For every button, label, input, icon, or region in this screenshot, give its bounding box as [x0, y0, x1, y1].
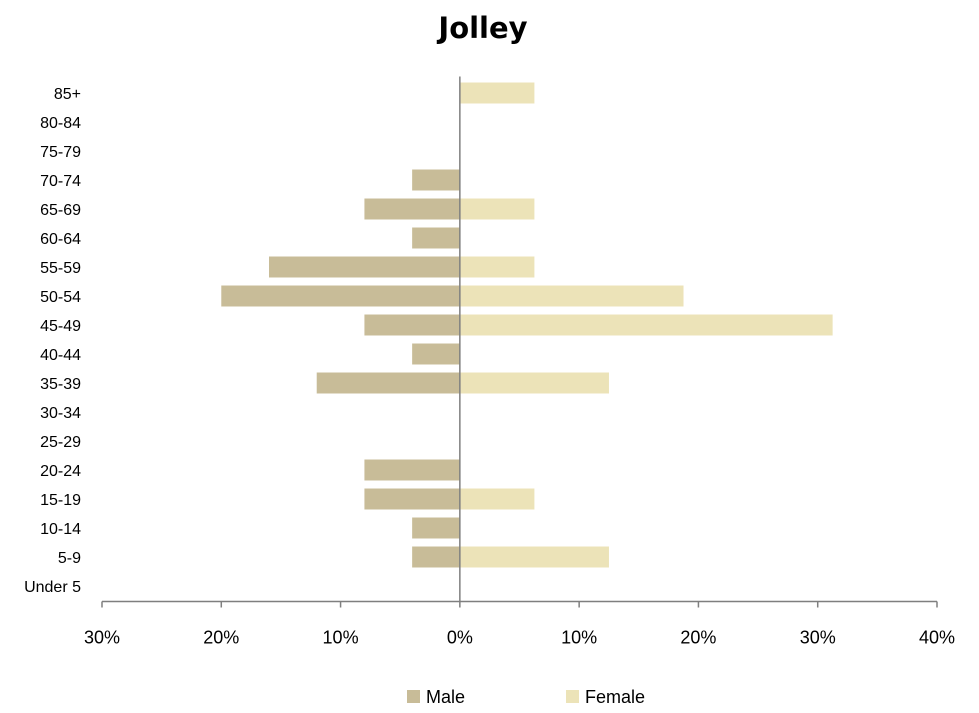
bars-layer [221, 82, 833, 568]
bar-male-10-14 [412, 517, 460, 539]
category-label: 85+ [54, 86, 81, 103]
category-label: 15-19 [40, 492, 81, 509]
bar-female-35-39 [459, 372, 609, 394]
bar-male-65-69 [364, 198, 460, 220]
bar-male-55-59 [269, 256, 460, 278]
legend: Male Female [407, 687, 645, 707]
category-label: 80-84 [40, 115, 81, 132]
category-label: 25-29 [40, 434, 81, 451]
x-tick-label: 30% [800, 628, 836, 648]
bar-male-60-64 [412, 227, 460, 249]
legend-swatch-male [407, 690, 420, 703]
category-label: 30-34 [40, 405, 81, 422]
category-label: 10-14 [40, 521, 81, 538]
bar-female-55-59 [459, 256, 535, 278]
chart-title: Jolley [436, 11, 527, 45]
category-label: 5-9 [58, 550, 81, 567]
bar-female-85+ [459, 82, 535, 104]
bar-female-15-19 [459, 488, 535, 510]
x-tick-label: 20% [680, 628, 716, 648]
category-label: 20-24 [40, 463, 81, 480]
bar-male-50-54 [221, 285, 460, 307]
bar-male-15-19 [364, 488, 460, 510]
category-label: 70-74 [40, 173, 81, 190]
category-label: 65-69 [40, 202, 81, 219]
category-label: 40-44 [40, 347, 81, 364]
bar-male-5-9 [412, 546, 460, 568]
bar-male-35-39 [316, 372, 460, 394]
category-labels: Under 5 5-9 10-14 15-19 20-24 25-29 30-34 35-39… [24, 86, 81, 596]
bar-female-5-9 [459, 546, 609, 568]
category-label: 60-64 [40, 231, 81, 248]
bar-male-45-49 [364, 314, 460, 336]
bar-female-65-69 [459, 198, 535, 220]
legend-swatch-female [566, 690, 579, 703]
x-tick-label: 40% [919, 628, 955, 648]
bar-female-50-54 [459, 285, 684, 307]
x-tick-label: 10% [561, 628, 597, 648]
legend-label-female: Female [585, 687, 645, 707]
bar-male-20-24 [364, 459, 460, 481]
category-label: 55-59 [40, 260, 81, 277]
x-tick-label: 10% [323, 628, 359, 648]
bar-male-40-44 [412, 343, 460, 365]
axis-layer [101, 76, 938, 608]
bar-female-45-49 [459, 314, 833, 336]
legend-label-male: Male [426, 687, 465, 707]
category-label: 45-49 [40, 318, 81, 335]
category-label: 50-54 [40, 289, 81, 306]
x-tick-label: 0% [447, 628, 473, 648]
category-label: 75-79 [40, 144, 81, 161]
category-label: 35-39 [40, 376, 81, 393]
bar-male-70-74 [412, 169, 460, 191]
x-tick-label: 20% [203, 628, 239, 648]
x-tick-labels: 30% 20% 10% 0% 10% 20% 30% 40% [84, 628, 955, 648]
category-label: Under 5 [24, 579, 81, 596]
x-tick-label: 30% [84, 628, 120, 648]
